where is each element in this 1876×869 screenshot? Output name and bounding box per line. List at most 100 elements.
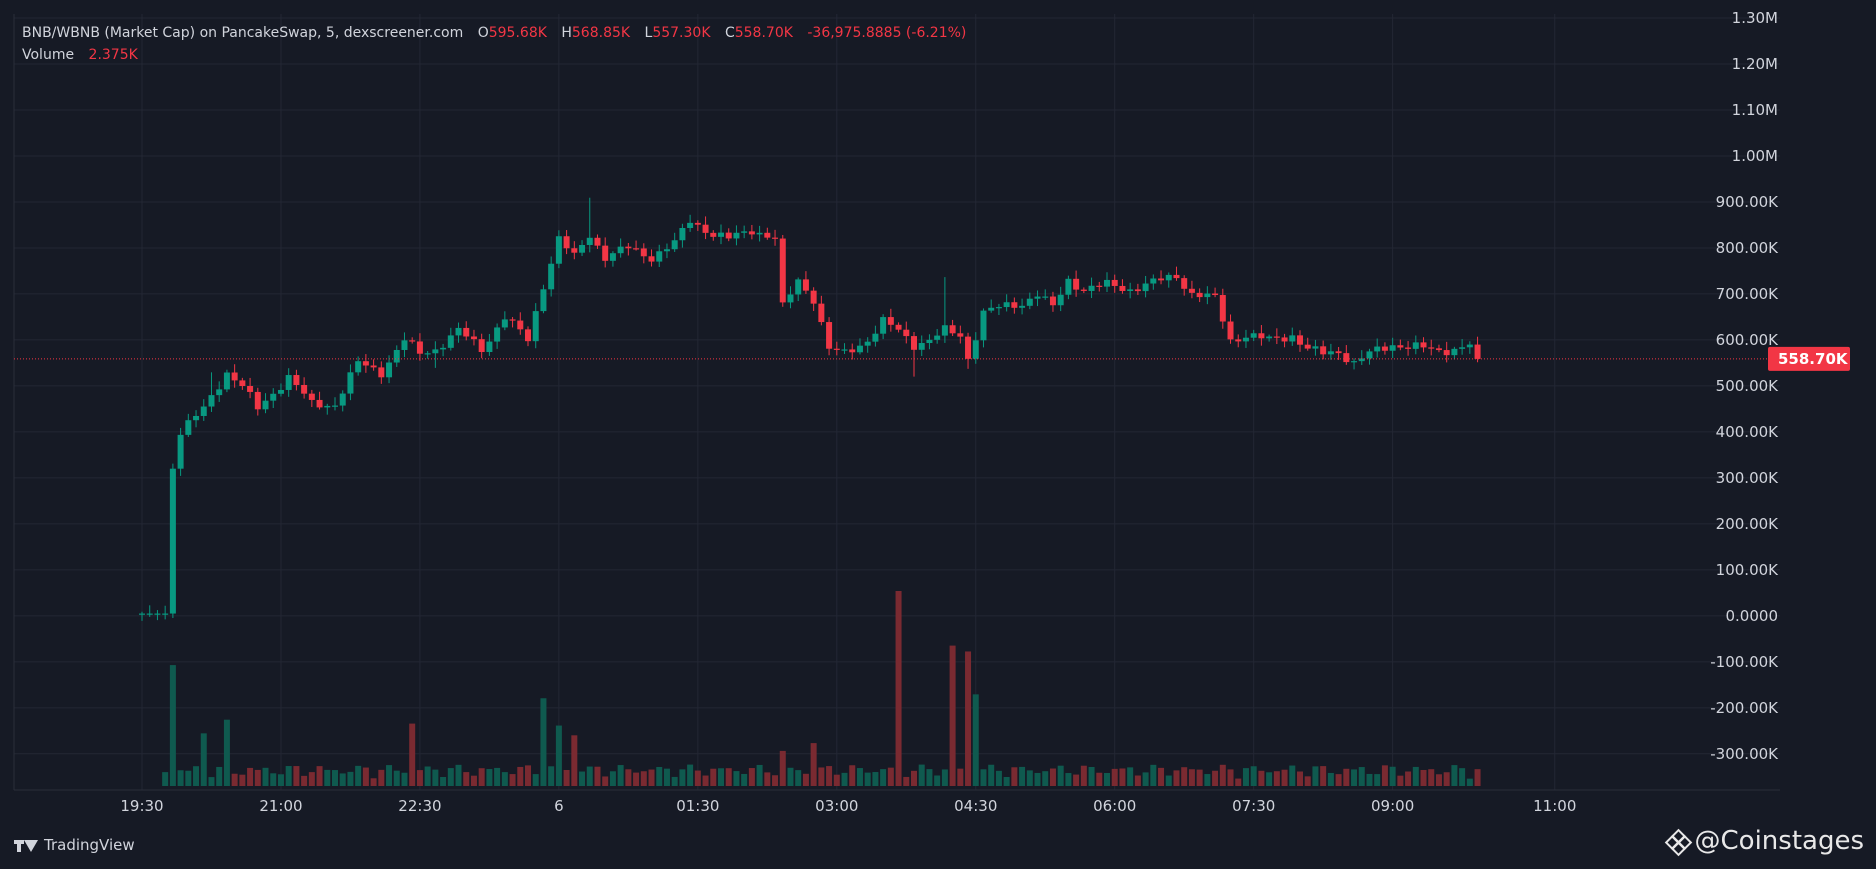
volume-bar [470, 775, 477, 786]
volume-bar [370, 778, 377, 786]
volume-bar [1443, 772, 1450, 786]
candle-body [254, 391, 261, 410]
volume-bar [594, 766, 601, 786]
volume-bar [169, 665, 176, 786]
candle-body [470, 336, 477, 340]
volume-bar [741, 773, 748, 786]
volume-bar [1111, 768, 1118, 786]
candle-body [231, 372, 238, 381]
y-tick-label: 0.0000 [1726, 607, 1779, 625]
candle-body [1173, 274, 1180, 279]
volume-bar [486, 769, 493, 786]
candle-body [1080, 289, 1087, 291]
candle-body [1181, 278, 1188, 289]
candle-body [648, 256, 655, 262]
candle-body [1366, 351, 1373, 359]
volume-bar [772, 775, 779, 786]
candle-body [1212, 293, 1219, 296]
candle-body [1428, 347, 1435, 349]
candle-body [1065, 278, 1072, 295]
volume-label[interactable]: Volume [22, 47, 75, 63]
y-tick-label: -200.00K [1710, 699, 1779, 717]
volume-bar [555, 725, 562, 786]
candle-body [1420, 342, 1427, 348]
volume-bar [1173, 770, 1180, 786]
candle-body [918, 343, 925, 350]
candle-body [401, 340, 408, 350]
candle-body [386, 362, 393, 378]
volume-bar [1405, 771, 1412, 786]
candle-body [671, 240, 678, 250]
candle-body [416, 341, 423, 354]
volume-bar [1397, 775, 1404, 786]
candle-body [995, 307, 1002, 309]
volume-bar [1119, 768, 1126, 786]
volume-bar [177, 770, 184, 786]
candle-body [725, 232, 732, 239]
candle-body [308, 393, 315, 400]
volume-bar [525, 765, 531, 786]
candle-body [177, 434, 184, 469]
volume-bar [911, 770, 917, 786]
y-tick-label: 1.20M [1732, 55, 1778, 73]
candle-body [895, 324, 902, 330]
y-tick-label: 400.00K [1716, 423, 1779, 441]
volume-bar [1374, 774, 1381, 786]
volume-bar [1158, 767, 1165, 786]
volume-bar [1088, 766, 1095, 786]
x-tick-label: 09:00 [1371, 797, 1414, 815]
x-axis[interactable]: 19:30 21:00 22:30 6 01:30 03:00 04:30 06:00 07:3… [120, 797, 1576, 815]
candle-body [941, 325, 948, 336]
candle-body [1405, 347, 1412, 349]
candle-body [911, 336, 917, 350]
candle-body [1011, 302, 1018, 308]
volume-bar [1474, 769, 1481, 786]
candle-body [810, 290, 817, 304]
volume-bar [355, 765, 362, 786]
candle-body [1312, 346, 1319, 349]
candle-body [432, 349, 439, 354]
candle-body [1351, 361, 1358, 363]
volume-bar [965, 651, 972, 786]
candle-body [625, 246, 632, 249]
y-tick-label: 100.00K [1716, 561, 1779, 579]
candle-body [208, 395, 215, 407]
volume-bar [378, 769, 385, 786]
volume-bar [663, 768, 670, 786]
candle-body [988, 307, 995, 311]
volume-bar [764, 772, 771, 786]
volume-bar [1181, 767, 1188, 786]
x-tick-label: 04:30 [954, 797, 997, 815]
volume-bar [694, 770, 701, 786]
y-tick-label: 1.30M [1732, 9, 1778, 27]
volume-bar [478, 768, 485, 786]
candle-body [223, 372, 230, 390]
y-tick-label: 1.00M [1732, 147, 1778, 165]
volume-bar [1250, 766, 1257, 786]
volume-bar [1057, 765, 1064, 786]
volume-bar [193, 766, 200, 786]
candle-body [301, 384, 308, 394]
volume-bar [1381, 765, 1388, 786]
volume-bar [779, 750, 786, 786]
volume-bar [1204, 774, 1211, 786]
y-axis[interactable]: 1.30M 1.20M 1.10M 1.00M 900.00K 800.00K 700.00… [1710, 9, 1779, 763]
candle-body [409, 340, 416, 342]
volume-bar [440, 776, 447, 786]
chart-legend: BNB/WBNB (Market Cap) on PancakeSwap, 5,… [22, 22, 966, 66]
candle-body [856, 345, 863, 353]
candle-body [262, 400, 269, 410]
candle-body [694, 222, 701, 225]
volume-bar [247, 767, 254, 786]
symbol-title[interactable]: BNB/WBNB (Market Cap) on PancakeSwap, 5,… [22, 25, 464, 41]
candle-body [1104, 279, 1110, 287]
tradingview-branding[interactable]: TradingView [14, 836, 135, 854]
volume-bar [262, 767, 269, 786]
candle-body [1266, 336, 1273, 339]
volume-bar [1127, 767, 1134, 786]
y-tick-label: 300.00K [1716, 469, 1779, 487]
volume-bar [756, 764, 763, 786]
candle-body [949, 325, 956, 334]
candle-body [1327, 351, 1334, 355]
